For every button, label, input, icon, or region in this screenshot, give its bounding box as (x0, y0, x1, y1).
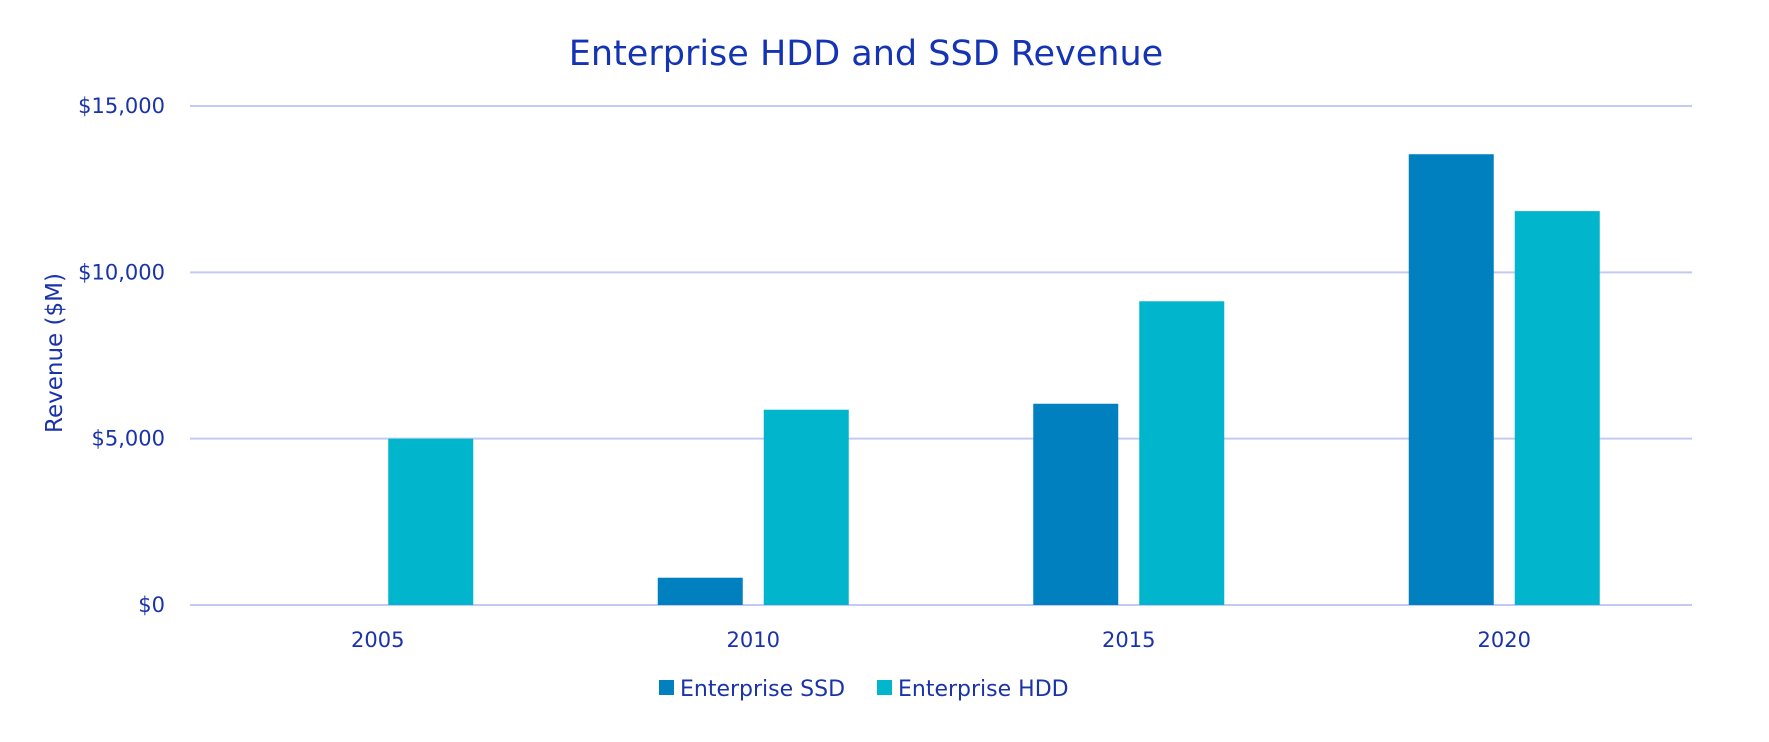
x-tick-label: 2015 (1102, 628, 1155, 652)
legend-swatch (659, 680, 674, 695)
bar-enterprise-ssd-2015 (1033, 403, 1119, 605)
bar-enterprise-hdd-2005 (388, 438, 474, 605)
bar-enterprise-ssd-2020 (1408, 154, 1494, 605)
x-tick-label: 2010 (727, 628, 780, 652)
x-axis-ticks: 2005 2010 2015 2020 (351, 628, 1531, 652)
legend-swatch (877, 680, 892, 695)
bar-enterprise-hdd-2010 (763, 409, 849, 605)
x-tick-label: 2020 (1478, 628, 1531, 652)
bar-enterprise-hdd-2020 (1514, 211, 1600, 605)
legend-label: Enterprise SSD (680, 677, 845, 702)
bars (388, 154, 1600, 605)
y-tick-label: $15,000 (78, 94, 165, 118)
bar-enterprise-ssd-2010 (657, 577, 743, 605)
y-tick-label: $5,000 (92, 427, 165, 451)
chart-title: Enterprise HDD and SSD Revenue (569, 34, 1163, 74)
legend-label: Enterprise HDD (898, 677, 1069, 702)
y-axis-ticks: $0 $5,000 $10,000 $15,000 (78, 94, 165, 617)
legend: Enterprise SSD Enterprise HDD (659, 677, 1069, 702)
y-tick-label: $10,000 (78, 260, 165, 284)
bar-enterprise-hdd-2015 (1139, 301, 1225, 605)
y-axis-label: Revenue ($M) (42, 273, 68, 433)
x-tick-label: 2005 (351, 628, 404, 652)
y-tick-label: $0 (138, 593, 165, 617)
